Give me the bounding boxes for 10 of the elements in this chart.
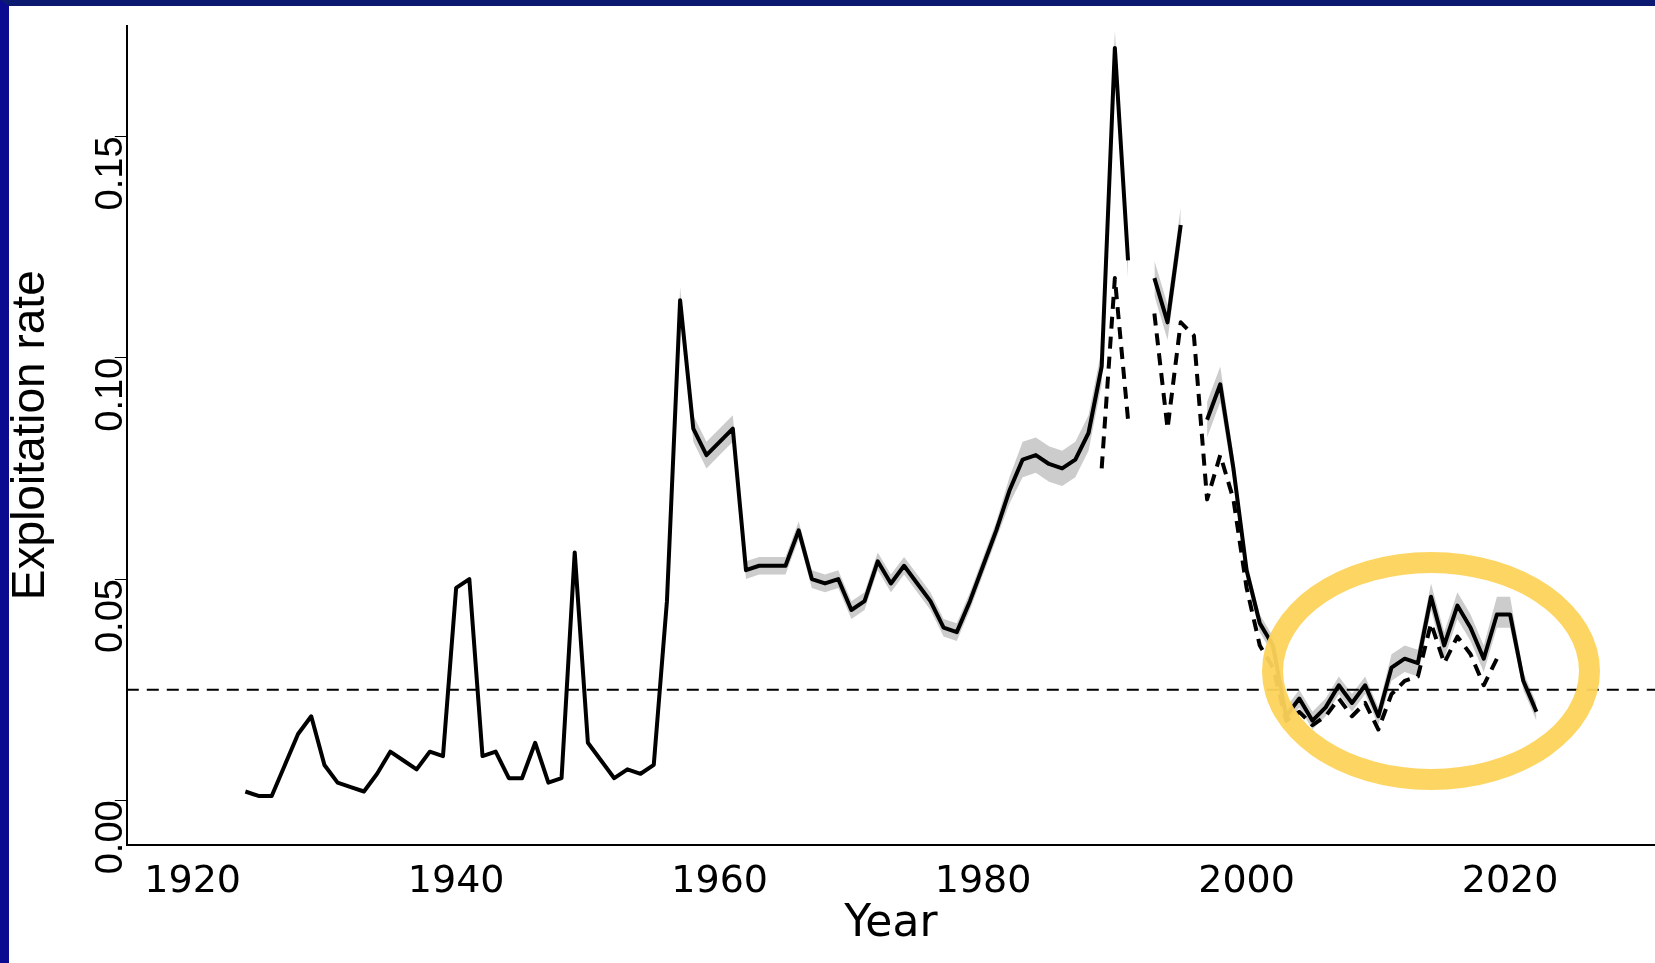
y-tick-label: 0.05 <box>88 579 131 654</box>
y-axis-title: Exploitation rate <box>2 270 55 601</box>
x-tick-label: 2000 <box>1198 857 1295 902</box>
x-tick-label: 2020 <box>1461 857 1559 902</box>
x-tick-label: 1920 <box>144 857 242 902</box>
x-tick-label: 1940 <box>407 857 505 902</box>
y-tick-label: 0.10 <box>88 357 131 432</box>
y-tick-label: 0.00 <box>88 800 131 875</box>
y-tick-label: 0.15 <box>88 136 131 211</box>
x-tick-label: 1960 <box>671 857 768 902</box>
